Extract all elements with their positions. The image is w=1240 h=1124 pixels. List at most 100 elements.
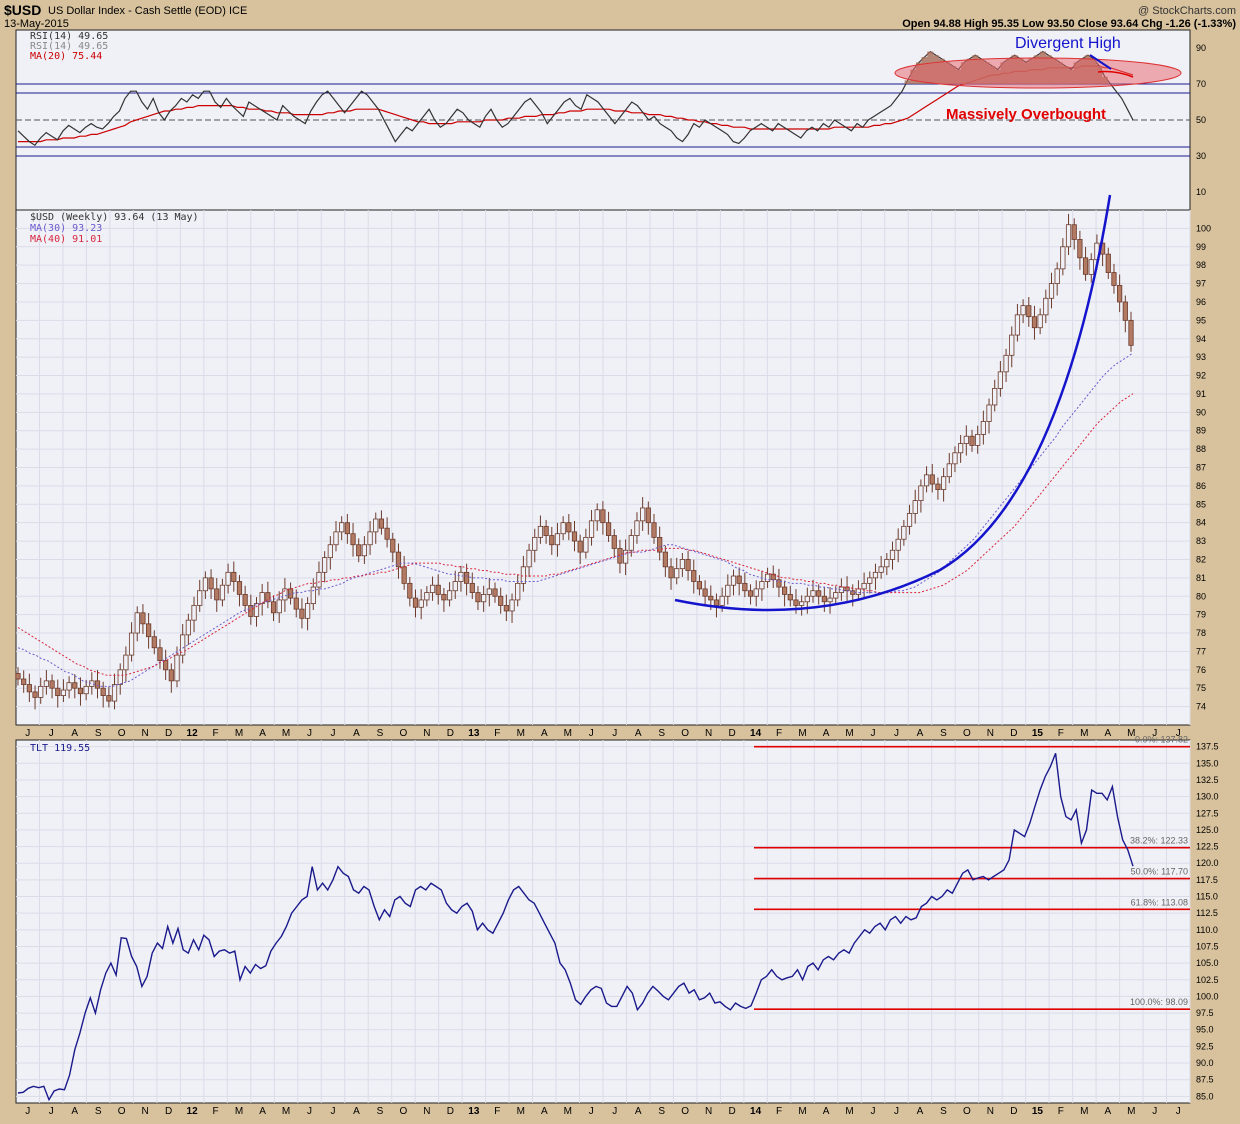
candle-body: [1020, 305, 1026, 316]
candle-body: [554, 533, 561, 546]
candle-body: [1043, 297, 1049, 316]
rsi-legend: RSI(14) 49.65 RSI(14) 49.65 MA(20) 75.44: [30, 31, 108, 62]
candle-body: [163, 660, 169, 671]
tlt-y-tick-label: 115.0: [1196, 892, 1218, 902]
rsi-ma-line: [18, 65, 1134, 143]
price-y-tick-label: 79: [1196, 610, 1206, 620]
candle-body: [600, 509, 606, 524]
tlt-legend: TLT 119.55: [30, 743, 90, 754]
tlt-x-tick-label: N: [705, 1106, 712, 1117]
candle-body: [963, 435, 969, 444]
candle-body: [799, 601, 805, 606]
candle-body: [458, 571, 464, 582]
tlt-x-tick-label: M: [564, 1106, 572, 1117]
candle-body: [668, 566, 674, 579]
tlt-x-tick-label: O: [400, 1106, 408, 1117]
fib-level-label: 0.0%: 137.82: [1135, 735, 1188, 745]
price-x-tick-label: M: [1080, 728, 1088, 739]
description-label: US Dollar Index - Cash Settle (EOD) ICE: [48, 5, 247, 17]
price-x-tick-label: A: [823, 728, 830, 739]
tlt-y-tick-label: 107.5: [1196, 941, 1219, 951]
candle-body: [1048, 283, 1055, 299]
candle-body: [1065, 224, 1072, 248]
tlt-x-tick-label: S: [940, 1106, 947, 1117]
price-y-tick-label: 89: [1196, 426, 1206, 436]
price-x-tick-label: J: [307, 728, 312, 739]
candle-body: [662, 551, 668, 568]
candle-body: [168, 669, 174, 682]
price-x-tick-label: O: [963, 728, 971, 739]
candle-body: [469, 582, 475, 593]
candle-body: [123, 654, 129, 671]
fib-level-label: 50.0%: 117.70: [1131, 867, 1188, 877]
tlt-x-tick-label: J: [871, 1106, 876, 1117]
candle-body: [617, 548, 623, 564]
price-x-tick-label: N: [423, 728, 430, 739]
candle-body: [265, 592, 271, 603]
tlt-legend-1: TLT 119.55: [30, 743, 90, 754]
candle-body: [242, 594, 248, 606]
candle-body: [895, 538, 901, 551]
candle-body: [997, 371, 1003, 389]
candle-body: [259, 592, 265, 605]
candle-body: [725, 584, 731, 597]
candle-body: [577, 540, 583, 553]
candle-body: [1122, 301, 1128, 321]
tlt-x-tick-label: A: [353, 1106, 360, 1117]
candle-body: [378, 518, 385, 529]
candle-body: [566, 522, 572, 533]
tlt-y-tick-label: 85.0: [1196, 1091, 1214, 1101]
candle-body: [543, 525, 549, 536]
price-y-tick-label: 76: [1196, 665, 1206, 675]
candle-body: [475, 592, 481, 603]
price-x-tick-label: S: [658, 728, 665, 739]
candle-body: [941, 476, 947, 490]
price-x-tick-label: 14: [750, 728, 762, 739]
price-x-tick-label: J: [330, 728, 335, 739]
candle-body: [83, 685, 89, 695]
tlt-y-tick-label: 117.5: [1196, 875, 1218, 885]
candle-body: [1082, 257, 1089, 275]
candle-body: [640, 507, 646, 522]
price-y-tick-label: 96: [1196, 297, 1206, 307]
candle-body: [287, 588, 294, 599]
candle-body: [429, 584, 436, 593]
price-x-tick-label: F: [494, 728, 500, 739]
candle-body: [322, 557, 328, 573]
tlt-x-tick-label: 13: [468, 1106, 480, 1117]
tlt-x-tick-label: A: [259, 1106, 266, 1117]
candle-body: [747, 590, 754, 597]
price-y-tick-label: 100: [1196, 223, 1211, 233]
candle-body: [816, 590, 822, 597]
candle-body: [958, 443, 964, 454]
candle-body: [1111, 272, 1117, 286]
candle-body: [43, 680, 49, 687]
price-x-tick-label: J: [1176, 728, 1181, 739]
price-x-tick-label: A: [635, 728, 642, 739]
rsi-y-tick-label: 70: [1196, 79, 1206, 89]
price-x-tick-label: O: [118, 728, 126, 739]
candle-body: [1003, 354, 1009, 373]
candle-body: [305, 603, 311, 619]
price-x-tick-label: J: [612, 728, 617, 739]
candle-body: [918, 485, 924, 502]
rsi-y-tick-label: 10: [1196, 187, 1206, 197]
tlt-x-tick-label: F: [213, 1106, 219, 1117]
rsi-y-tick-label: 30: [1196, 151, 1206, 161]
candle-body: [49, 680, 55, 689]
candle-body: [645, 507, 651, 524]
price-legend-2: MA(30) 93.23: [30, 223, 102, 234]
tlt-x-tick-label: J: [330, 1106, 335, 1117]
tlt-y-tick-label: 130.0: [1196, 792, 1219, 802]
candle-body: [202, 577, 208, 592]
price-x-tick-label: M: [1127, 728, 1135, 739]
tlt-x-tick-label: A: [823, 1106, 830, 1117]
candle-body: [66, 682, 72, 691]
price-y-tick-label: 77: [1196, 646, 1206, 656]
tlt-y-tick-label: 92.5: [1196, 1041, 1214, 1051]
price-x-tick-label: M: [282, 728, 290, 739]
candle-body: [197, 590, 203, 606]
candle-body: [651, 522, 657, 538]
candle-body: [412, 597, 419, 608]
